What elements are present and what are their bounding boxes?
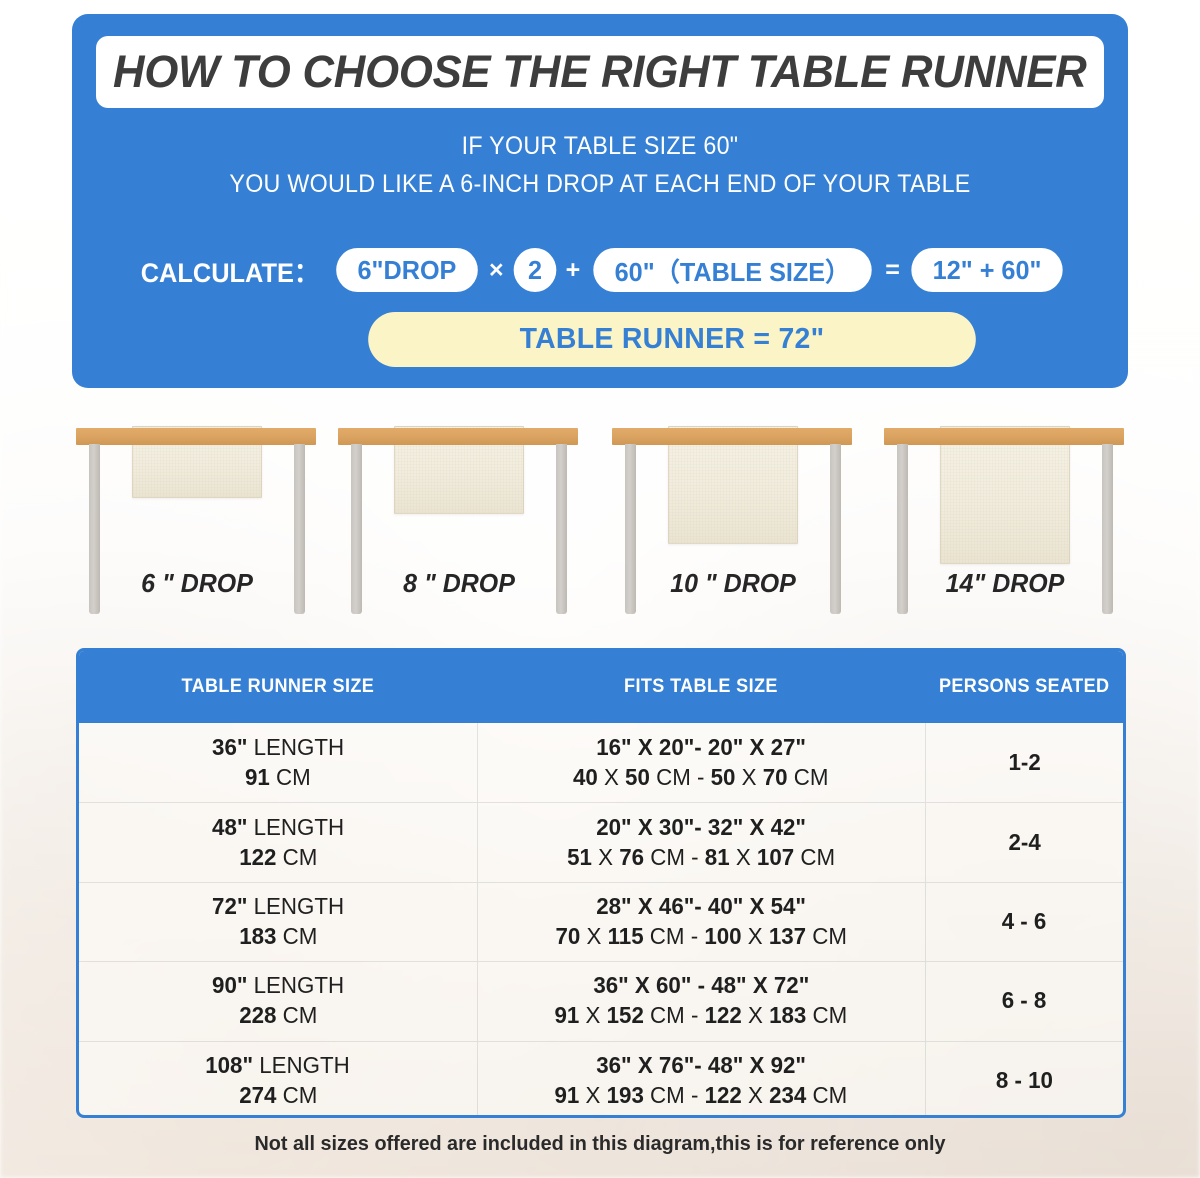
- table-runner-cloth: [940, 426, 1070, 564]
- cell-fits-table-size: 36" X 60" - 48" X 72" 91 X 152 CM - 122 X…: [476, 962, 925, 1041]
- multiplier-pill: 2: [513, 248, 556, 292]
- page-title: HOW TO CHOOSE THE RIGHT TABLE RUNNER: [113, 46, 1087, 97]
- tabletop: [612, 428, 852, 445]
- sum-pill: 12" + 60": [911, 248, 1063, 292]
- cell-persons-seated: 2-4: [924, 803, 1123, 882]
- table-leg-left: [625, 444, 636, 614]
- cell-runner-size: 108" LENGTH 274 CM: [205, 1051, 351, 1108]
- cell-fits-table-size: 16" X 20"- 20" X 27" 40 X 50 CM - 50 X 70…: [476, 723, 925, 803]
- drop-label: 10 " DROP: [670, 568, 796, 598]
- hero-panel: HOW TO CHOOSE THE RIGHT TABLE RUNNER IF …: [72, 14, 1128, 388]
- column-header-persons-seated: PERSONS SEATED: [938, 676, 1110, 697]
- drop-illustration-6in: 6 " DROP: [72, 420, 322, 620]
- calculate-label: CALCULATE：: [140, 257, 320, 288]
- cell-fits-table-size: 28" X 46"- 40" X 54" 70 X 115 CM - 100 X …: [476, 882, 925, 962]
- cell-persons-seated: 8 - 10: [924, 1041, 1123, 1115]
- drop-illustrations: 6 " DROP 8 " DROP 10 " DROP 14" DROP: [72, 420, 1128, 620]
- table-row: 36" LENGTH 91 CM 16" X 20"- 20" X 27" 40 X …: [79, 723, 1123, 803]
- plus-operator: +: [565, 255, 581, 284]
- table-header-row: TABLE RUNNER SIZE FITS TABLE SIZE PERSON…: [79, 651, 1123, 723]
- table-leg-left: [351, 444, 362, 614]
- hero-subtitle-line-1: IF YOUR TABLE SIZE 60": [461, 132, 739, 160]
- drop-label: 14" DROP: [945, 568, 1065, 598]
- cell-runner-size: 72" LENGTH 183 CM: [211, 893, 344, 949]
- cell-fits-table-size: 36" X 76"- 48" X 92" 91 X 193 CM - 122 X …: [476, 1041, 925, 1115]
- table-row: 72" LENGTH 183 CM 28" X 46"- 40" X 54" 70 X…: [79, 881, 1123, 962]
- equals-operator: =: [885, 255, 900, 284]
- drop-illustration-8in: 8 " DROP: [334, 420, 584, 620]
- drop-value-pill: 6"DROP: [336, 248, 478, 292]
- table-row: 90" LENGTH 228 CM 36" X 60" - 48" X 72" 91 …: [79, 961, 1123, 1041]
- cell-fits-table-size: 20" X 30"- 32" X 42" 51 X 76 CM - 81 X 10…: [476, 803, 925, 882]
- cell-persons-seated: 6 - 8: [924, 962, 1123, 1041]
- table-leg-left: [897, 444, 908, 614]
- hero-subtitle-line-2: YOU WOULD LIKE A 6-INCH DROP AT EACH END…: [229, 170, 971, 198]
- multiply-operator: ×: [488, 255, 504, 284]
- table-runner-cloth: [668, 426, 798, 544]
- calculation-row: CALCULATE： 6"DROP × 2 + 60"（TABLE SIZE） …: [72, 246, 1128, 294]
- cell-runner-size: 36" LENGTH 91 CM: [211, 733, 344, 790]
- table-leg-right: [830, 444, 841, 614]
- column-header-fits-table-size: FITS TABLE SIZE: [623, 676, 778, 697]
- column-header-runner-size: TABLE RUNNER SIZE: [181, 676, 375, 697]
- footnote: Not all sizes offered are included in th…: [254, 1133, 946, 1155]
- drop-label: 8 " DROP: [403, 568, 515, 598]
- table-leg-right: [1102, 444, 1113, 614]
- cell-persons-seated: 1-2: [924, 723, 1123, 803]
- drop-illustration-14in: 14" DROP: [880, 420, 1130, 620]
- table-leg-right: [556, 444, 567, 614]
- title-pill: HOW TO CHOOSE THE RIGHT TABLE RUNNER: [96, 36, 1104, 108]
- table-row: 108" LENGTH 274 CM 36" X 76"- 48" X 92" 91 …: [79, 1040, 1123, 1115]
- cell-runner-size: 90" LENGTH 228 CM: [211, 972, 344, 1029]
- cell-persons-seated: 4 - 6: [924, 882, 1123, 962]
- drop-illustration-10in: 10 " DROP: [608, 420, 858, 620]
- table-leg-right: [294, 444, 305, 614]
- cell-runner-size: 48" LENGTH 122 CM: [211, 813, 344, 870]
- tabletop: [338, 428, 578, 445]
- size-chart-table: TABLE RUNNER SIZE FITS TABLE SIZE PERSON…: [76, 648, 1126, 1118]
- tabletop: [76, 428, 316, 445]
- table-leg-left: [89, 444, 100, 614]
- table-body: 36" LENGTH 91 CM 16" X 20"- 20" X 27" 40 X …: [79, 723, 1123, 1115]
- table-row: 48" LENGTH 122 CM 20" X 30"- 32" X 42" 51 X…: [79, 802, 1123, 882]
- result-pill: TABLE RUNNER = 72": [368, 312, 976, 367]
- table-size-pill: 60"（TABLE SIZE）: [593, 248, 872, 292]
- drop-label: 6 " DROP: [141, 568, 253, 598]
- tabletop: [884, 428, 1124, 445]
